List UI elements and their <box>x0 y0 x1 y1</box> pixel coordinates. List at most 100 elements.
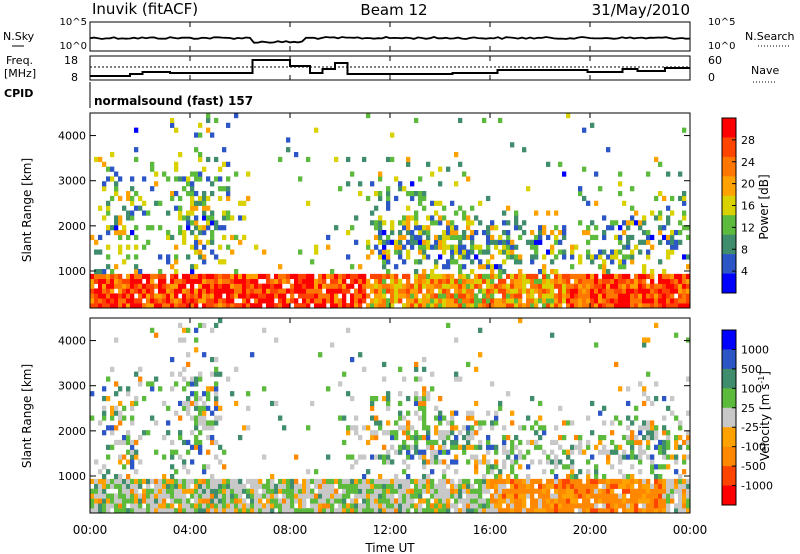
velocity-cell <box>170 474 175 480</box>
velocity-cell <box>454 371 459 377</box>
colorbar-segment <box>722 195 736 216</box>
power-cell <box>110 273 115 280</box>
velocity-cell <box>126 478 131 485</box>
velocity-cell <box>498 478 503 485</box>
velocity-cell <box>538 459 543 465</box>
power-cell <box>202 210 207 216</box>
velocity-cell <box>386 503 391 509</box>
power-cell <box>182 288 187 294</box>
power-cell <box>610 293 615 299</box>
velocity-cell <box>106 478 111 485</box>
power-cell <box>226 215 231 221</box>
power-cell <box>682 303 687 309</box>
velocity-cell <box>606 459 611 465</box>
velocity-cell <box>446 493 451 499</box>
power-cell <box>394 249 399 255</box>
power-cell <box>422 303 427 309</box>
velocity-cell <box>414 361 419 368</box>
power-cell <box>458 239 463 245</box>
velocity-cell <box>178 488 183 494</box>
power-cell <box>538 288 543 294</box>
velocity-cell <box>418 405 423 411</box>
power-cell <box>146 278 151 284</box>
velocity-cell <box>666 430 671 436</box>
power-cell <box>310 283 315 289</box>
velocity-cell <box>578 503 583 509</box>
velocity-cell <box>666 503 671 509</box>
velocity-cell <box>482 503 487 509</box>
velocity-cell <box>414 508 419 514</box>
velocity-cell <box>254 493 259 499</box>
power-cell <box>418 249 423 255</box>
velocity-cell <box>214 386 219 392</box>
power-cell <box>450 303 455 309</box>
velocity-cell <box>106 493 111 499</box>
power-cell <box>190 288 195 294</box>
velocity-cell <box>566 454 571 460</box>
power-cell <box>510 142 515 148</box>
velocity-cell <box>450 439 455 446</box>
velocity-cell <box>534 503 539 509</box>
velocity-cell <box>534 478 539 485</box>
velocity-cell <box>554 425 559 431</box>
velocity-cell <box>322 488 327 494</box>
power-cell <box>526 298 531 304</box>
power-cell <box>514 273 519 280</box>
velocity-cell <box>326 498 331 504</box>
velocity-cell <box>410 503 415 509</box>
power-cell <box>314 244 319 250</box>
velocity-cell <box>370 508 375 514</box>
power-cell <box>114 215 119 221</box>
velocity-cell <box>410 498 415 504</box>
power-cell <box>398 298 403 304</box>
power-cell <box>406 215 411 221</box>
velocity-cell <box>182 464 187 470</box>
power-cell <box>146 298 151 304</box>
power-cell <box>646 230 651 236</box>
power-cell <box>274 278 279 284</box>
velocity-cell <box>366 478 371 485</box>
power-cell <box>250 273 255 280</box>
velocity-cell <box>198 478 203 485</box>
velocity-cell <box>506 498 511 504</box>
colorbar-segment <box>722 446 736 467</box>
power-cell <box>406 288 411 294</box>
power-cell <box>458 205 463 211</box>
velocity-cell <box>222 478 227 485</box>
velocity-cell <box>130 405 135 411</box>
power-cell <box>418 191 423 197</box>
velocity-cell <box>438 478 443 485</box>
power-cell <box>178 225 183 231</box>
velocity-cell <box>382 361 387 368</box>
velocity-cell <box>422 488 427 494</box>
power-cell <box>442 264 447 270</box>
power-cell <box>454 278 459 284</box>
power-cell <box>194 234 199 241</box>
power-cell <box>118 273 123 280</box>
velocity-cell <box>642 498 647 504</box>
power-cell <box>342 298 347 304</box>
velocity-cell <box>538 444 543 450</box>
velocity-cell <box>274 488 279 494</box>
power-cell <box>554 254 559 260</box>
velocity-cell <box>258 493 263 499</box>
velocity-cell <box>530 396 535 402</box>
velocity-cell <box>346 478 351 485</box>
velocity-cell <box>362 483 367 489</box>
power-cell <box>442 303 447 309</box>
velocity-cell <box>414 478 419 485</box>
velocity-cell <box>570 449 575 455</box>
power-cell <box>422 239 427 245</box>
power-cell <box>510 278 515 284</box>
velocity-cell <box>518 498 523 504</box>
velocity-cell <box>330 488 335 494</box>
power-cell <box>530 254 535 260</box>
power-cell <box>198 176 203 182</box>
power-cell <box>586 273 591 280</box>
velocity-cell <box>450 425 455 431</box>
power-cell <box>370 210 375 216</box>
velocity-cell <box>426 396 431 402</box>
power-cell <box>406 191 411 197</box>
power-cell <box>218 298 223 304</box>
power-cell <box>170 264 175 270</box>
